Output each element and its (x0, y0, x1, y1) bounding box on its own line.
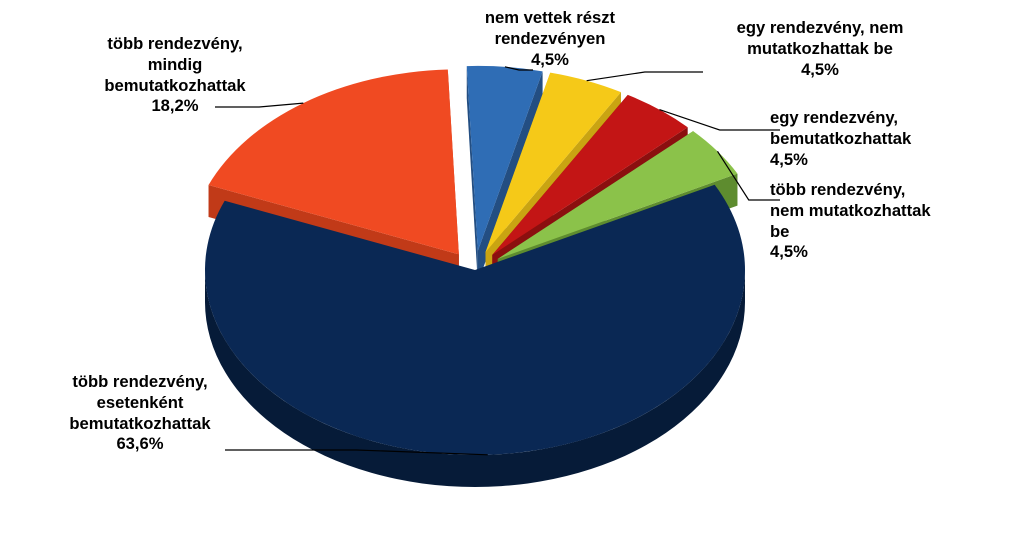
pie-label-egy_rendezveny_nem_mutatkozhattak_be: egy rendezvény, nem mutatkozhattak be 4,… (680, 18, 960, 80)
pie-label-tobb_rendezveny_mindig_bemutatkozhattak: több rendezvény, mindig bemutatkozhattak… (50, 34, 300, 117)
pie-label-egy_rendezveny_bemutatkozhattak: egy rendezvény, bemutatkozhattak 4,5% (770, 108, 1000, 170)
pie-label-tobb_rendezveny_nem_mutatkozhattak_be: több rendezvény, nem mutatkozhattak be 4… (770, 180, 1000, 263)
pie-chart-container: több rendezvény, mindig bemutatkozhattak… (0, 0, 1018, 544)
pie-label-nem_vettek_reszt: nem vettek részt rendezvényen 4,5% (430, 8, 670, 70)
pie-label-tobb_rendezveny_esetenkent_bemutatkozhattak: több rendezvény, esetenként bemutatkozha… (10, 372, 270, 455)
